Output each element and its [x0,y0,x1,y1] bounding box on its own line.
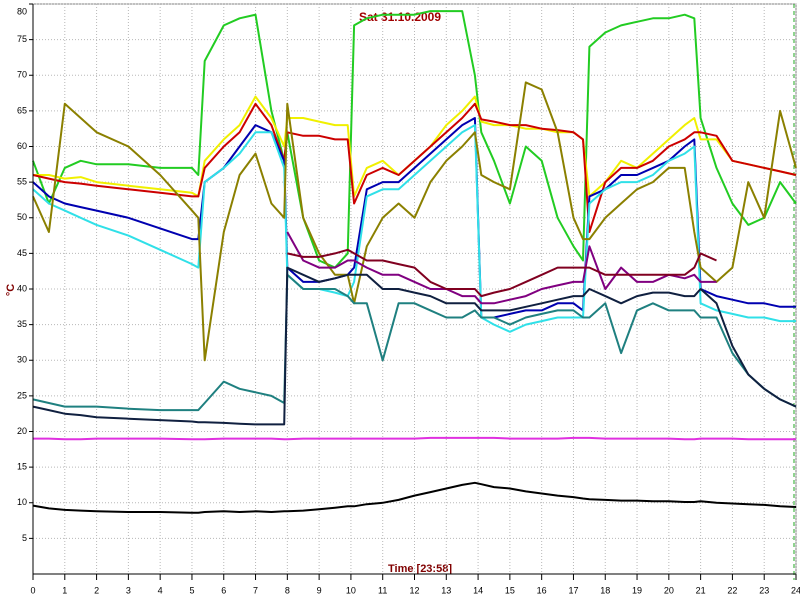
y-tick-label: 15 [17,462,27,472]
x-tick-label: 6 [221,585,226,595]
y-tick-label: 65 [17,105,27,115]
x-tick-label: 21 [696,585,706,595]
x-tick-label: 19 [632,585,642,595]
series-line [286,231,717,305]
y-tick-label: 40 [17,283,27,293]
x-tick-label: 18 [600,585,610,595]
x-tick-label: 12 [409,585,419,595]
y-tick-label: 20 [17,426,27,436]
y-tick-label: 50 [17,212,27,222]
x-axis-label: Time [23:58] [388,563,452,575]
series-line [32,481,797,514]
x-tick-label: 4 [158,585,163,595]
x-tick-label: 13 [441,585,451,595]
y-tick-label: 70 [17,70,27,80]
series-line [287,248,717,298]
y-tick-label: 80 [17,6,27,16]
series-line [32,117,796,319]
series-line [32,10,797,269]
x-tick-label: 20 [664,585,674,595]
x-tick-label: 14 [473,585,483,595]
series-line [32,81,797,362]
x-tick-label: 11 [378,585,387,595]
series-line [32,102,797,233]
series-line [32,124,796,333]
y-tick-label: 75 [17,34,27,44]
series-line [32,273,797,412]
x-tick-label: 2 [94,585,99,595]
x-tick-label: 0 [30,585,35,595]
y-tick-label: 30 [17,355,27,365]
y-tick-label: 35 [17,319,27,329]
y-tick-label: 60 [17,141,27,151]
y-tick-label: 10 [17,497,27,507]
x-tick-label: 22 [727,585,737,595]
x-tick-label: 16 [537,585,547,595]
x-tick-label: 5 [189,585,194,595]
x-tick-label: 8 [285,585,290,595]
x-tick-label: 3 [126,585,131,595]
y-tick-label: 5 [22,533,27,543]
series-line [33,436,796,441]
x-tick-label: 1 [62,585,67,595]
series-line [32,266,797,426]
x-tick-label: 17 [568,585,578,595]
x-tick-label: 24 [791,585,800,595]
y-tick-label: 45 [17,248,27,258]
y-tick-label: 25 [17,390,27,400]
x-tick-label: 9 [317,585,322,595]
y-axis-label: °C [5,284,17,296]
x-tick-label: 15 [505,585,515,595]
x-tick-label: 7 [253,585,258,595]
x-tick-label: 23 [759,585,769,595]
x-tick-label: 10 [346,585,356,595]
y-tick-label: 55 [17,177,27,187]
